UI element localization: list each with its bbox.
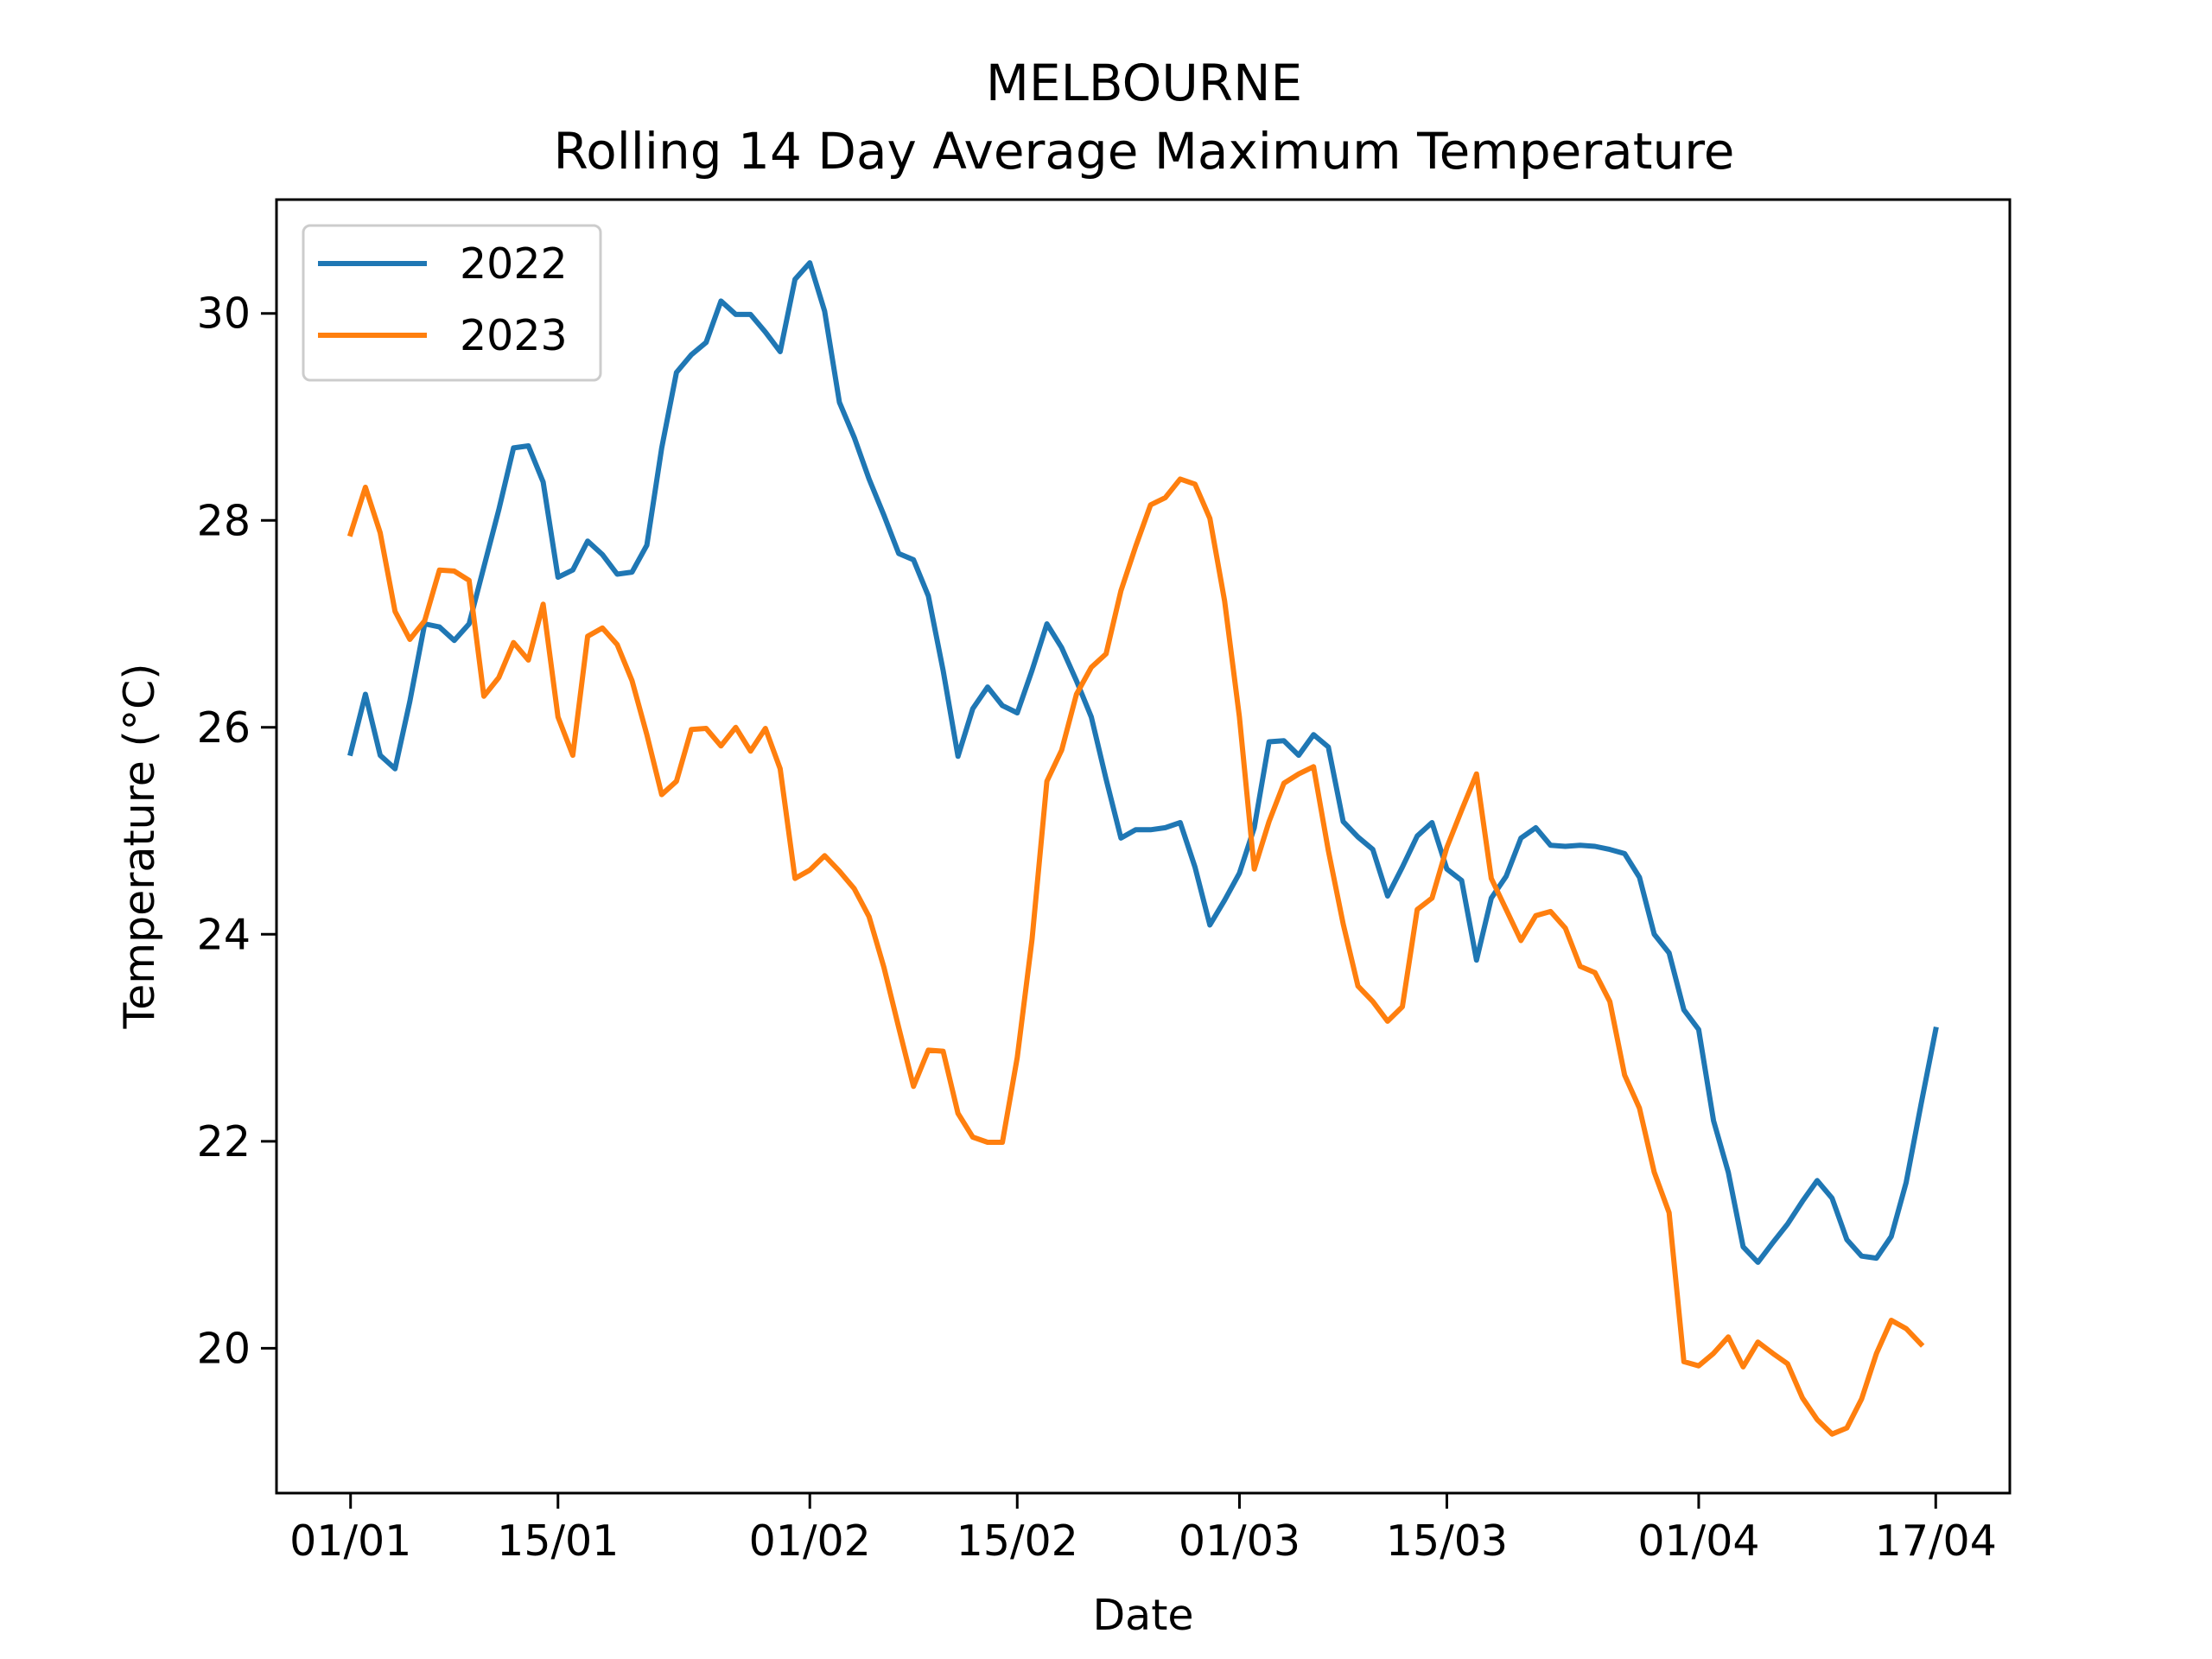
- legend-label-2022: 2022: [460, 239, 568, 289]
- x-tick-label: 15/03: [1386, 1516, 1508, 1566]
- x-tick-label: 15/01: [497, 1516, 619, 1566]
- x-tick-label: 01/02: [749, 1516, 871, 1566]
- y-tick-label: 24: [197, 910, 251, 959]
- x-axis-ticks: 01/01 15/01 01/02 15/02 01/03 15/03 01/04 17/04: [289, 1493, 1997, 1566]
- chart-title: MELBOURNE: [986, 54, 1302, 112]
- y-tick-label: 26: [197, 703, 251, 753]
- y-tick-label: 30: [197, 289, 251, 339]
- y-tick-label: 22: [197, 1117, 251, 1166]
- x-axis-label: Date: [1092, 1591, 1193, 1640]
- legend-label-2023: 2023: [460, 311, 568, 360]
- series-layer: [346, 260, 1939, 1437]
- y-axis-ticks: 20 22 24 26 28 30: [197, 289, 276, 1373]
- series-line-2023: [346, 476, 1925, 1437]
- y-tick-label: 28: [197, 496, 251, 545]
- series-line-2022: [347, 260, 1939, 1265]
- x-tick-label: 01/04: [1637, 1516, 1759, 1566]
- x-tick-label: 01/03: [1179, 1516, 1300, 1566]
- y-axis-label: Temperature (°C): [115, 664, 164, 1030]
- legend: 2022 2023: [302, 224, 602, 382]
- x-tick-label: 17/04: [1875, 1516, 1997, 1566]
- x-tick-label: 01/01: [289, 1516, 411, 1566]
- y-tick-label: 20: [197, 1324, 251, 1373]
- chart-subtitle: Rolling 14 Day Average Maximum Temperatu…: [554, 122, 1735, 181]
- plot-frame: [275, 198, 2012, 1495]
- x-tick-label: 15/02: [957, 1516, 1078, 1566]
